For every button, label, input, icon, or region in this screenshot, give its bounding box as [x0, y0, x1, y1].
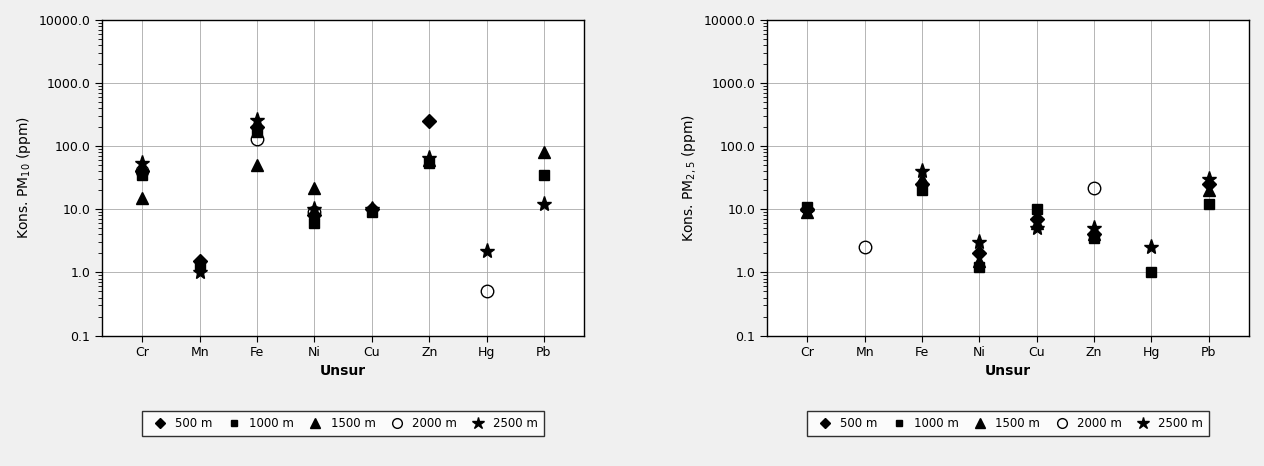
Y-axis label: Kons. PM$_{2,5}$ (ppm): Kons. PM$_{2,5}$ (ppm)	[680, 114, 698, 242]
X-axis label: Unsur: Unsur	[985, 364, 1031, 378]
Legend: 500 m, 1000 m, 1500 m, 2000 m, 2500 m: 500 m, 1000 m, 1500 m, 2000 m, 2500 m	[142, 411, 545, 436]
X-axis label: Unsur: Unsur	[320, 364, 367, 378]
Y-axis label: Kons. PM$_{10}$ (ppm): Kons. PM$_{10}$ (ppm)	[15, 116, 33, 239]
Legend: 500 m, 1000 m, 1500 m, 2000 m, 2500 m: 500 m, 1000 m, 1500 m, 2000 m, 2500 m	[806, 411, 1210, 436]
